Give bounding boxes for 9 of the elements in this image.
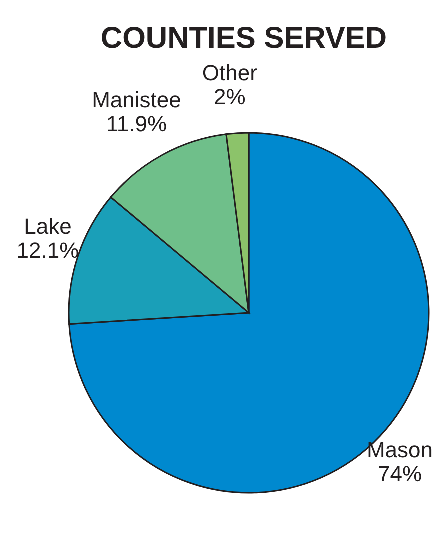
data-label: 2% bbox=[214, 84, 246, 110]
data-label: 12.1% bbox=[16, 238, 80, 264]
chart-title: COUNTIES SERVED bbox=[100, 22, 388, 55]
data-label: 74% bbox=[378, 461, 422, 486]
slice-label: Manistee bbox=[92, 87, 182, 112]
slice-label: Lake bbox=[24, 214, 72, 240]
slice-label: Mason bbox=[366, 437, 434, 462]
slice-label: Other bbox=[202, 60, 258, 86]
data-label: 11.9% bbox=[106, 111, 168, 136]
